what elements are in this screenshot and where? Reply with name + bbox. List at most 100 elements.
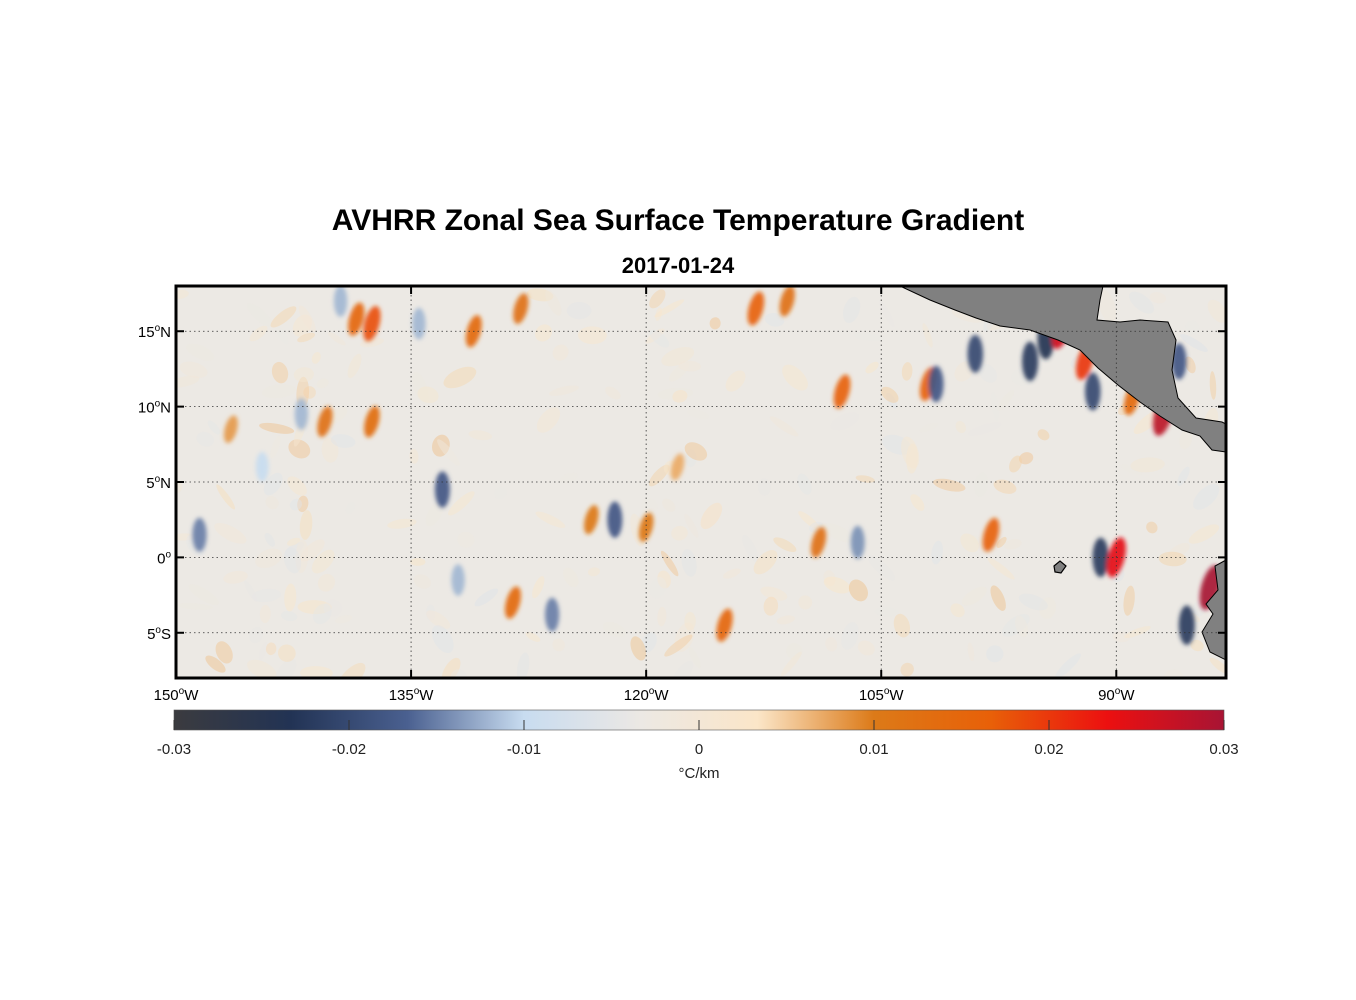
texture-blob bbox=[865, 361, 879, 374]
sst-gradient-feature bbox=[545, 597, 560, 632]
texture-blob bbox=[298, 305, 316, 333]
texture-blob bbox=[867, 555, 896, 581]
texture-blob bbox=[973, 472, 989, 498]
sst-gradient-feature bbox=[1178, 605, 1195, 646]
colorbar-ticks: -0.03 -0.02 -0.01 0 0.01 0.02 0.03 bbox=[157, 720, 1239, 758]
texture-blob bbox=[660, 550, 679, 577]
texture-blob bbox=[535, 324, 553, 342]
texture-blob bbox=[413, 574, 432, 589]
sst-gradient-feature bbox=[451, 564, 465, 596]
texture-blob bbox=[967, 422, 1002, 436]
sst-gradient-feature bbox=[607, 501, 623, 538]
x-tick-label: 135oW bbox=[389, 686, 435, 704]
texture-blob bbox=[1190, 639, 1204, 652]
sst-gradient-feature bbox=[716, 608, 733, 642]
texture-blob bbox=[532, 576, 545, 599]
texture-blob bbox=[786, 643, 803, 660]
sst-gradient-feature bbox=[504, 586, 521, 619]
texture-blob bbox=[335, 615, 353, 624]
texture-blob bbox=[1055, 653, 1081, 678]
colorbar-tick-label: -0.01 bbox=[507, 741, 541, 758]
texture-blob bbox=[176, 289, 189, 300]
sst-gradient-feature bbox=[850, 525, 865, 559]
texture-blob bbox=[1149, 292, 1167, 304]
texture-blob bbox=[1180, 334, 1208, 352]
sst-gradient-feature bbox=[810, 526, 827, 558]
texture-blob bbox=[996, 536, 1007, 548]
texture-blob bbox=[681, 549, 697, 577]
texture-blob bbox=[425, 501, 444, 527]
texture-blob bbox=[700, 502, 723, 530]
texture-blob bbox=[255, 548, 283, 569]
texture-blob bbox=[830, 412, 860, 431]
texture-blob bbox=[763, 596, 779, 616]
texture-blob bbox=[249, 325, 268, 342]
texture-blob bbox=[327, 332, 346, 346]
plot-area bbox=[176, 286, 1226, 678]
sst-gradient-feature bbox=[670, 453, 685, 481]
sst-gradient-feature bbox=[294, 398, 309, 430]
texture-blob bbox=[798, 595, 813, 610]
x-tick-label: 90oW bbox=[1098, 686, 1135, 704]
texture-blob bbox=[661, 346, 695, 367]
texture-blob bbox=[857, 640, 875, 656]
texture-blob bbox=[882, 434, 912, 455]
colorbar-tick-label: 0 bbox=[695, 741, 703, 758]
texture-blob bbox=[295, 539, 309, 574]
texture-blob bbox=[1103, 534, 1114, 552]
sst-gradient-feature bbox=[364, 405, 380, 438]
texture-blob bbox=[776, 615, 796, 625]
texture-blob bbox=[1124, 626, 1151, 638]
texture-blob bbox=[1146, 521, 1158, 534]
texture-blob bbox=[311, 549, 335, 574]
texture-blob bbox=[548, 385, 579, 396]
sst-gradient-feature bbox=[982, 517, 1000, 552]
colorbar-label: °C/km bbox=[679, 765, 720, 782]
sst-gradient-feature bbox=[747, 291, 765, 326]
texture-blob bbox=[526, 288, 554, 302]
texture-blob bbox=[577, 326, 607, 345]
x-tick-label: 120oW bbox=[624, 686, 670, 704]
galapagos-islands bbox=[1053, 560, 1067, 574]
texture-blob bbox=[960, 533, 979, 553]
texture-blob bbox=[649, 289, 666, 309]
texture-blob bbox=[1184, 356, 1196, 374]
texture-blob bbox=[265, 642, 277, 656]
texture-blob bbox=[297, 332, 316, 343]
south-america-land bbox=[1201, 559, 1226, 661]
texture-blob bbox=[270, 306, 297, 328]
texture-blob bbox=[312, 603, 332, 625]
texture-blob bbox=[657, 570, 671, 589]
texture-blob bbox=[288, 439, 311, 459]
texture-blob bbox=[311, 352, 321, 364]
texture-blob bbox=[417, 386, 439, 404]
texture-blob bbox=[769, 416, 799, 437]
texture-blob bbox=[773, 537, 797, 553]
texture-blob bbox=[1018, 593, 1048, 611]
texture-blob bbox=[855, 475, 875, 483]
texture-blob bbox=[668, 362, 690, 382]
texture-blob bbox=[674, 622, 695, 652]
y-tick-label: 10oN bbox=[138, 399, 171, 417]
texture-blob bbox=[664, 634, 693, 657]
texture-blob bbox=[655, 307, 663, 321]
texture-blob bbox=[258, 641, 268, 661]
texture-blob bbox=[216, 484, 236, 510]
x-tick-label: 105oW bbox=[859, 686, 905, 704]
colorbar-tick-label: -0.03 bbox=[157, 741, 191, 758]
texture-blob bbox=[993, 479, 1017, 494]
chart-title: AVHRR Zonal Sea Surface Temperature Grad… bbox=[331, 204, 1025, 237]
texture-blob bbox=[545, 289, 562, 316]
texture-blob bbox=[316, 378, 329, 389]
texture-blob bbox=[919, 422, 939, 433]
texture-blob bbox=[297, 600, 332, 615]
texture-blob bbox=[215, 641, 233, 664]
texture-blob bbox=[457, 531, 475, 548]
texture-blob bbox=[1130, 457, 1165, 473]
texture-blob bbox=[300, 539, 325, 562]
texture-blob bbox=[1018, 452, 1034, 465]
texture-blob bbox=[186, 343, 215, 361]
texture-blob bbox=[823, 570, 836, 587]
texture-blob bbox=[214, 522, 247, 544]
texture-blob bbox=[1009, 455, 1022, 473]
